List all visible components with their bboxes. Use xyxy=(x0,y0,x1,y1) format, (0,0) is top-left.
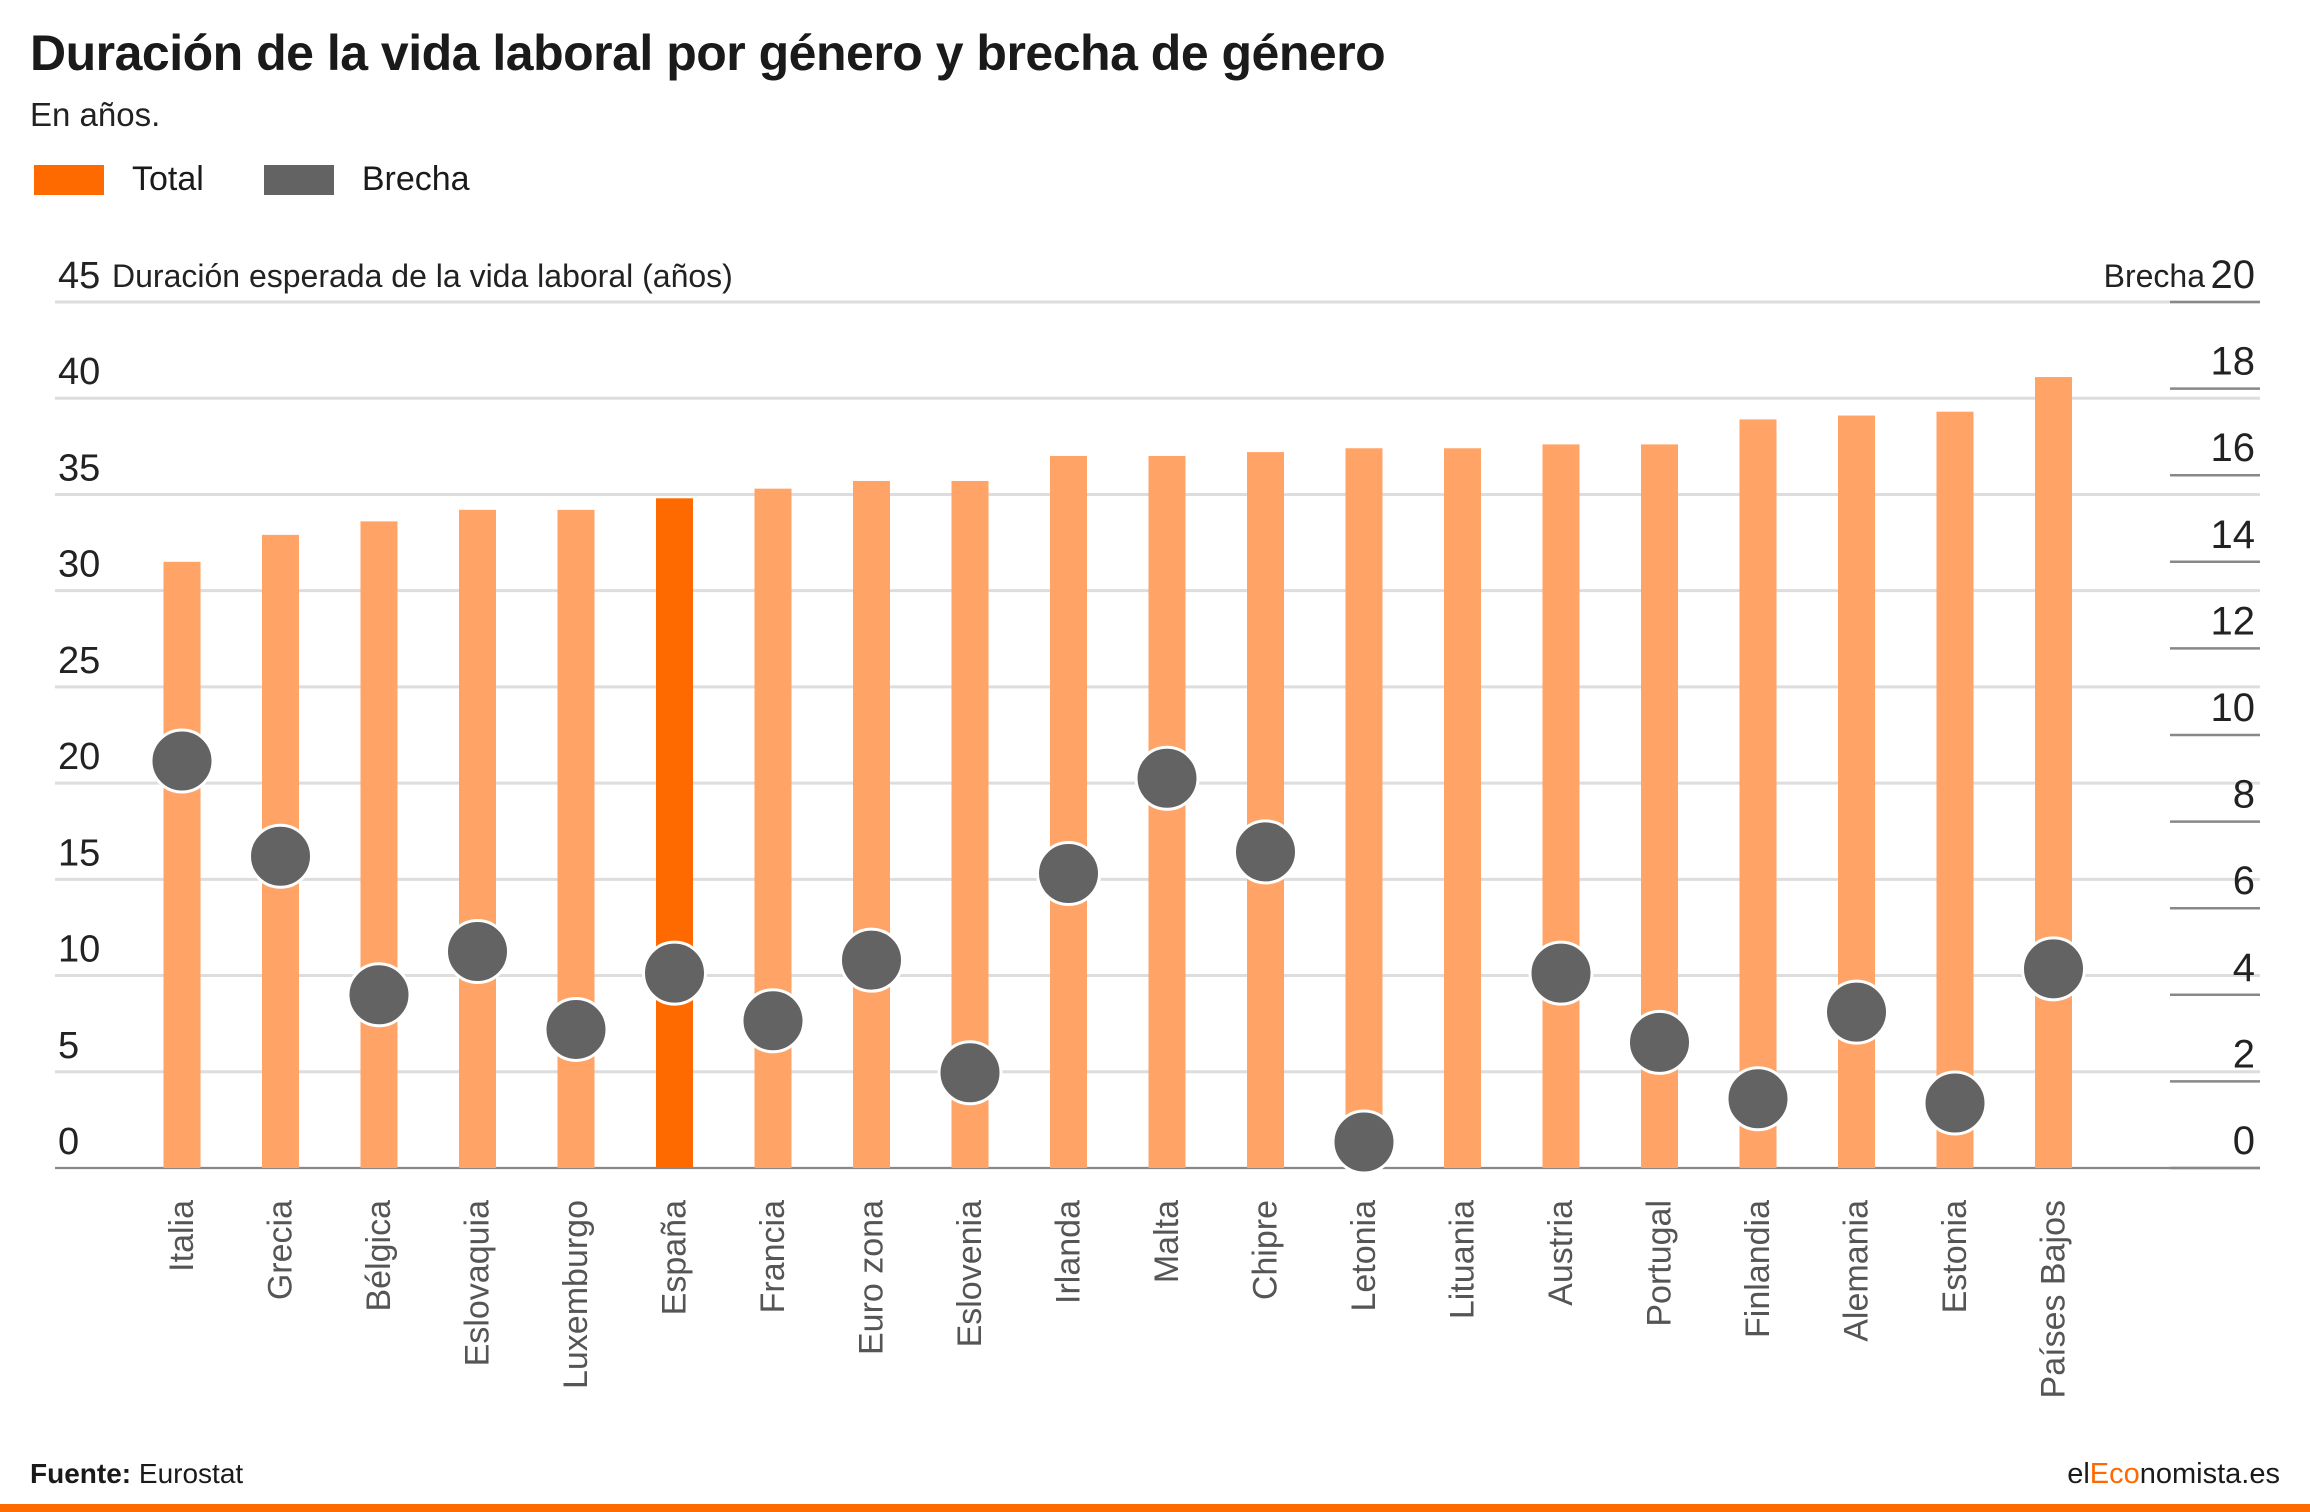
dot-brecha-12 xyxy=(1331,1109,1397,1175)
chart-title: Duración de la vida laboral por género y… xyxy=(30,25,1386,81)
bar-total-10 xyxy=(1148,455,1186,1168)
y-right-tick-4: 4 xyxy=(2233,946,2255,990)
bar-total-3 xyxy=(459,509,496,1169)
brand-suffix: nomista.es xyxy=(2139,1458,2280,1490)
category-label-7: Euro zona xyxy=(853,1200,891,1355)
y-right-tick-8: 8 xyxy=(2233,773,2255,817)
category-label-17: Alemania xyxy=(1838,1200,1876,1342)
category-label-5: España xyxy=(656,1200,694,1315)
category-label-4: Luxemburgo xyxy=(557,1200,595,1389)
dot-brecha-19 xyxy=(2021,936,2086,1002)
category-label-18: Estonia xyxy=(1936,1200,1974,1313)
dot-brecha-8 xyxy=(937,1040,1003,1106)
y-right-tick-18: 18 xyxy=(2211,340,2256,384)
bar-total-11 xyxy=(1247,452,1284,1168)
legend-label-total: Total xyxy=(132,160,204,198)
source-value: Eurostat xyxy=(138,1458,244,1489)
y-right-tick-14: 14 xyxy=(2211,513,2256,557)
dot-brecha-18 xyxy=(1922,1070,1988,1136)
category-label-1: Grecia xyxy=(262,1200,300,1300)
y-right-tick-12: 12 xyxy=(2211,599,2256,643)
y-left-tick-10: 10 xyxy=(58,929,100,971)
brand-logo: elEconomista.es xyxy=(2067,1458,2280,1491)
dot-brecha-7 xyxy=(839,927,904,993)
category-label-6: Francia xyxy=(754,1200,792,1313)
brand-accent: Eco xyxy=(2089,1458,2140,1490)
category-label-0: Italia xyxy=(163,1200,201,1272)
bar-total-12 xyxy=(1345,448,1383,1168)
y-left-tick-5: 5 xyxy=(58,1025,79,1067)
y-left-tick-40: 40 xyxy=(58,351,100,393)
category-label-12: Letonia xyxy=(1345,1200,1383,1312)
bar-total-18 xyxy=(1936,411,1974,1168)
category-label-8: Eslovenia xyxy=(951,1200,989,1348)
dot-brecha-17 xyxy=(1824,979,1889,1045)
category-label-19: Países Bajos xyxy=(2035,1200,2073,1398)
bar-total-7 xyxy=(853,480,890,1168)
chart-area: 0 5 10 15 20 25 30 35 40 45 0 2 4 6 8 10 12 14 16 18 20 Durac… xyxy=(55,253,2260,1398)
source-note: Fuente: Eurostat xyxy=(30,1458,243,1490)
y-left-tick-25: 25 xyxy=(58,640,100,682)
dot-brecha-0 xyxy=(149,728,215,794)
bar-total-4 xyxy=(557,509,595,1169)
bar-total-6 xyxy=(754,488,792,1168)
bar-total-5 xyxy=(656,498,693,1168)
legend-item-total: Total xyxy=(34,160,204,199)
y-right-tick-0: 0 xyxy=(2233,1119,2255,1163)
legend-swatch-brecha xyxy=(263,164,334,195)
legend-label-brecha: Brecha xyxy=(361,160,470,198)
dot-brecha-15 xyxy=(1627,1009,1692,1075)
source-label: Fuente: xyxy=(30,1458,132,1489)
bar-total-9 xyxy=(1050,455,1087,1168)
dot-brecha-4 xyxy=(543,996,609,1062)
y-left-tick-15: 15 xyxy=(58,832,100,874)
category-label-15: Portugal xyxy=(1641,1200,1679,1327)
y-right-tick-6: 6 xyxy=(2233,859,2255,903)
dot-brecha-10 xyxy=(1134,745,1200,811)
category-label-3: Eslovaquia xyxy=(459,1200,497,1366)
bar-total-17 xyxy=(1838,415,1875,1168)
legend: Total Brecha xyxy=(34,160,530,199)
y-left-tick-30: 30 xyxy=(58,544,100,586)
category-label-11: Chipre xyxy=(1247,1200,1285,1300)
dot-brecha-5 xyxy=(642,940,707,1006)
y-right-tick-16: 16 xyxy=(2211,426,2256,470)
bar-total-14 xyxy=(1542,444,1580,1168)
y-right-axis-label: Brecha xyxy=(2104,258,2206,294)
legend-item-brecha: Brecha xyxy=(263,160,470,199)
dot-brecha-16 xyxy=(1725,1066,1791,1132)
category-label-9: Irlanda xyxy=(1050,1200,1088,1304)
dot-brecha-9 xyxy=(1036,841,1101,907)
bar-total-2 xyxy=(360,521,398,1168)
bar-total-0 xyxy=(163,561,201,1168)
dot-brecha-11 xyxy=(1233,819,1298,885)
dot-brecha-3 xyxy=(445,919,510,984)
category-label-16: Finlandia xyxy=(1739,1200,1777,1338)
dot-brecha-2 xyxy=(346,962,412,1028)
bar-total-19 xyxy=(2035,377,2072,1168)
bottom-accent-bar xyxy=(0,1504,2310,1512)
category-label-2: Bélgica xyxy=(360,1200,398,1312)
y-left-tick-0: 0 xyxy=(58,1121,79,1163)
chart-subtitle: En años. xyxy=(30,96,161,133)
dot-brecha-6 xyxy=(740,988,806,1054)
y-right-tick-10: 10 xyxy=(2211,686,2256,730)
y-right-tick-2: 2 xyxy=(2233,1032,2255,1076)
category-label-10: Malta xyxy=(1148,1200,1186,1283)
y-left-tick-35: 35 xyxy=(58,447,100,489)
legend-swatch-total xyxy=(34,164,104,195)
category-label-14: Austria xyxy=(1542,1200,1580,1306)
y-left-tick-45: 45 xyxy=(58,255,100,297)
y-right-tick-20: 20 xyxy=(2211,253,2256,297)
y-left-tick-20: 20 xyxy=(58,736,100,778)
brand-prefix: el xyxy=(2067,1458,2090,1490)
dot-brecha-14 xyxy=(1528,940,1594,1006)
bar-total-16 xyxy=(1739,419,1777,1168)
y-left-axis-label: Duración esperada de la vida laboral (añ… xyxy=(112,258,733,294)
bar-total-13 xyxy=(1444,448,1481,1168)
dot-brecha-1 xyxy=(248,823,313,889)
category-label-13: Lituania xyxy=(1444,1200,1482,1319)
